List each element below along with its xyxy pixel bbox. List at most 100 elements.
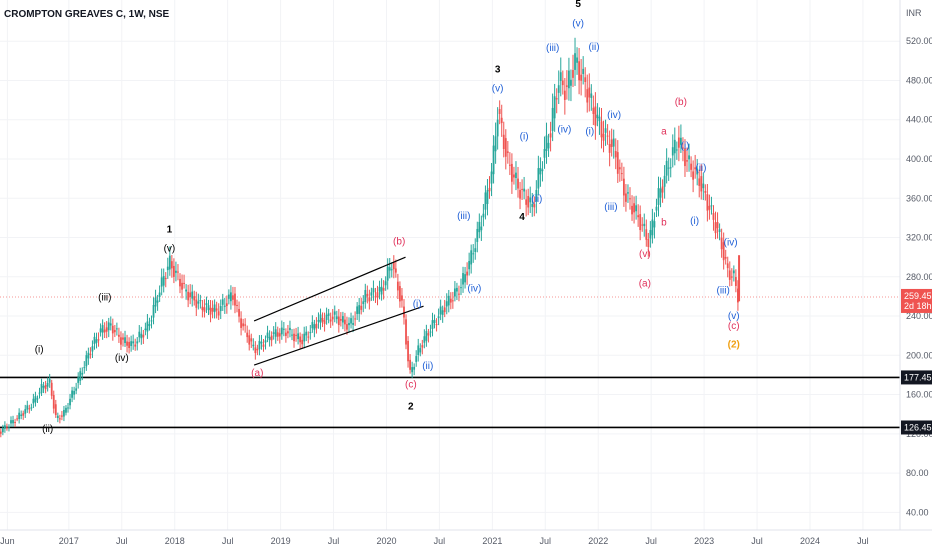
- candle-body: [260, 341, 263, 344]
- candle-body: [726, 263, 729, 269]
- wave-label: (v): [572, 19, 584, 30]
- candle-body: [162, 276, 165, 286]
- candle-body: [278, 333, 281, 337]
- candle-body: [561, 80, 564, 86]
- candle-body: [437, 316, 440, 319]
- candle-body: [85, 355, 88, 367]
- candle-body: [61, 415, 63, 417]
- candle-body: [720, 237, 723, 250]
- candle-body: [148, 324, 151, 326]
- candle-body: [138, 331, 141, 338]
- candle-body: [565, 85, 568, 87]
- candle-body: [582, 68, 585, 75]
- x-tick-label: 2018: [165, 536, 185, 546]
- candle-body: [189, 292, 192, 298]
- last-price-label: 259.45: [904, 291, 932, 301]
- x-tick-label: Jul: [328, 536, 340, 546]
- candle-body: [718, 229, 721, 232]
- wave-label: (i): [413, 299, 422, 310]
- candle-body: [282, 328, 285, 330]
- wave-label: (ii): [588, 42, 599, 53]
- candle-body: [529, 197, 532, 203]
- candle-body: [675, 149, 678, 151]
- candle-body: [417, 345, 420, 356]
- candle-body: [276, 332, 279, 337]
- candle-body: [164, 277, 167, 280]
- channel-line[interactable]: [253, 256, 406, 322]
- candle-body: [337, 316, 340, 326]
- candle-body: [356, 306, 359, 314]
- wave-label: (iii): [457, 211, 470, 222]
- candle-body: [600, 121, 603, 138]
- y-tick-label: 400.00: [906, 154, 932, 164]
- candle-body: [366, 293, 369, 297]
- candle-body: [464, 274, 466, 283]
- wave-label: (iv): [607, 110, 621, 121]
- channel-line[interactable]: [253, 305, 424, 366]
- candle-body: [128, 341, 130, 349]
- candle-body: [504, 138, 507, 157]
- candle-body: [107, 322, 110, 331]
- candle-body: [213, 304, 216, 313]
- x-tick-label: 2021: [482, 536, 502, 546]
- candle-body: [677, 137, 680, 148]
- candle-body: [122, 337, 124, 340]
- candle-body: [63, 409, 65, 417]
- wave-label: (v): [164, 243, 176, 254]
- candle-body: [570, 79, 572, 86]
- currency-label: INR: [906, 8, 922, 18]
- wave-label: (iii): [604, 202, 617, 213]
- candle-body: [712, 213, 715, 220]
- x-tick-label: Jul: [116, 536, 128, 546]
- candle-body: [297, 333, 299, 340]
- wave-label: (ii): [695, 163, 706, 174]
- candle-body: [576, 57, 578, 63]
- candle-body: [339, 319, 342, 321]
- candle-body: [319, 314, 322, 323]
- candle-body: [401, 295, 403, 301]
- candle-body: [694, 167, 697, 170]
- candle-body: [519, 189, 521, 199]
- candle-body: [36, 398, 39, 400]
- time-axis[interactable]: Jun 2017 Jul 2018 Jul 2019 Jul 2020 Jul 2021 Jul 20…: [0, 536, 869, 546]
- candle-body: [67, 407, 69, 409]
- candle-body: [431, 320, 434, 329]
- level-price-label: 126.45: [904, 422, 932, 432]
- candle-body: [20, 414, 23, 416]
- candle-body: [659, 188, 662, 198]
- candle-body: [344, 319, 346, 325]
- horizontal-levels: [0, 296, 900, 429]
- x-tick-label: Jul: [751, 536, 763, 546]
- candle-body: [637, 215, 640, 218]
- candle-body: [232, 295, 234, 300]
- candle-body: [313, 324, 316, 330]
- candle-body: [284, 332, 287, 336]
- candle-body: [714, 222, 717, 234]
- candle-body: [44, 385, 47, 390]
- candle-body: [543, 148, 546, 158]
- wave-label: (ii): [422, 361, 433, 372]
- candle-body: [42, 385, 45, 388]
- candle-body: [83, 367, 86, 369]
- chart-grid: [0, 0, 900, 530]
- candle-body: [399, 286, 401, 302]
- candle-body: [631, 205, 633, 215]
- candle-body: [486, 190, 489, 204]
- candle-body: [508, 164, 511, 166]
- candle-body: [303, 333, 306, 342]
- candle-body: [429, 331, 432, 333]
- candle-body: [574, 53, 576, 70]
- candle-body: [523, 188, 526, 192]
- candle-body: [71, 390, 73, 398]
- candle-body: [625, 193, 627, 202]
- price-axis[interactable]: 40.0080.00120.00160.00200.00240.00280.00…: [906, 36, 932, 517]
- candle-body: [191, 291, 194, 299]
- candle-body: [730, 276, 733, 278]
- candle-body: [8, 426, 10, 428]
- y-tick-label: 40.00: [906, 507, 929, 517]
- candle-body: [46, 382, 49, 387]
- candle-body: [592, 107, 595, 114]
- candle-body: [10, 420, 12, 424]
- candle-body: [462, 273, 464, 285]
